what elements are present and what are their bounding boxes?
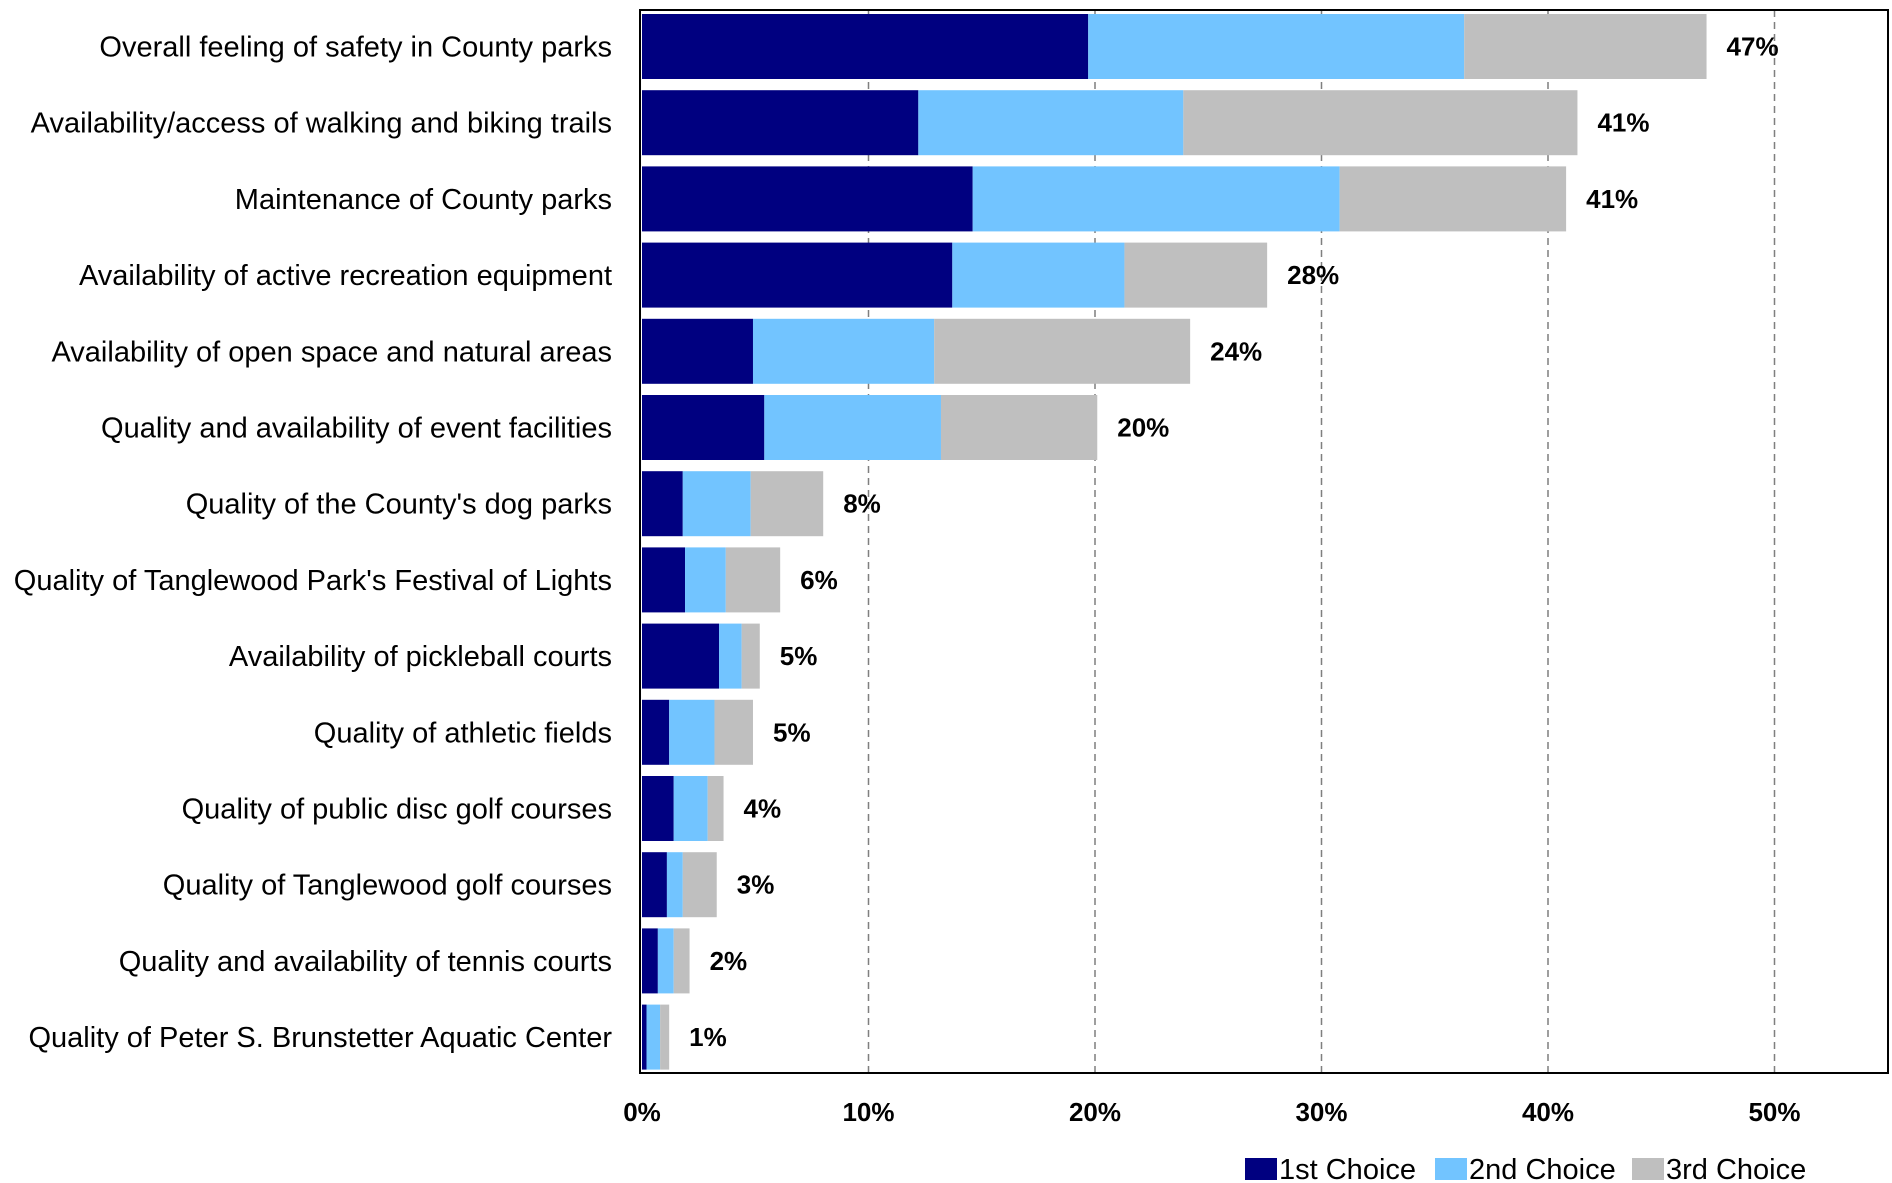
total-data-label: 28% <box>1287 260 1339 290</box>
bar-segment-2nd-choice <box>682 471 751 537</box>
bar-segment-1st-choice <box>642 242 953 308</box>
bar-segment-1st-choice <box>642 1004 647 1070</box>
bar-segment-3rd-choice <box>750 471 824 537</box>
bar-segment-1st-choice <box>642 547 686 613</box>
total-data-label: 6% <box>800 565 838 595</box>
x-axis-tick-labels: 0% 10% 20% 30% 40% 50% <box>623 1097 1800 1127</box>
total-data-label: 3% <box>737 870 775 900</box>
category-label: Quality of Peter S. Brunstetter Aquatic … <box>28 1022 612 1054</box>
bar-segment-3rd-choice <box>714 699 753 765</box>
category-label: Availability of pickleball courts <box>229 641 612 673</box>
total-data-label: 5% <box>773 717 811 747</box>
category-label: Quality of athletic fields <box>314 717 612 749</box>
bar-segment-1st-choice <box>642 852 667 918</box>
category-label: Quality of the County's dog parks <box>186 489 612 521</box>
bar-segment-2nd-choice <box>1088 14 1465 79</box>
category-label: Quality of public disc golf courses <box>182 794 612 826</box>
x-tick-label: 40% <box>1522 1097 1574 1127</box>
category-label: Maintenance of County parks <box>235 184 612 216</box>
bar-segment-3rd-choice <box>707 776 724 841</box>
bar-segment-2nd-choice <box>666 852 683 918</box>
bar-segment-1st-choice <box>642 90 919 156</box>
bar-segment-2nd-choice <box>752 318 935 384</box>
x-tick-label: 50% <box>1748 1097 1800 1127</box>
total-data-label: 47% <box>1727 32 1779 62</box>
bar-segment-1st-choice <box>642 776 674 841</box>
total-data-label: 1% <box>689 1022 727 1052</box>
total-data-label: 4% <box>744 794 782 824</box>
legend-label: 2nd Choice <box>1469 1154 1616 1183</box>
legend-swatch <box>1245 1158 1277 1180</box>
category-label: Quality and availability of event facili… <box>101 413 612 445</box>
bar-segment-3rd-choice <box>1183 90 1578 156</box>
legend: 1st Choice 2nd Choice 3rd Choice <box>1245 1154 1806 1183</box>
bar-segment-1st-choice <box>642 623 720 689</box>
total-labels: 47% 41% 41% 28% 24% 20% 8% 6% 5% 5% 4% 3% 2% 1% <box>689 32 1778 1053</box>
bar-segment-1st-choice <box>642 471 683 537</box>
total-data-label: 41% <box>1597 108 1649 138</box>
bar-segment-2nd-choice <box>764 395 941 460</box>
bar-segment-3rd-choice <box>673 928 690 994</box>
bar-segment-2nd-choice <box>719 623 742 689</box>
bar-segment-3rd-choice <box>1464 14 1707 79</box>
x-tick-label: 10% <box>842 1097 894 1127</box>
total-data-label: 2% <box>710 946 748 976</box>
bar-segment-1st-choice <box>642 395 765 460</box>
plot-frame <box>639 9 1889 1074</box>
bar-segment-2nd-choice <box>669 699 715 765</box>
category-labels: Overall feeling of safety in County park… <box>14 32 613 1055</box>
bar-segment-3rd-choice <box>682 852 717 918</box>
bar-segment-2nd-choice <box>657 928 674 994</box>
category-label: Availability of open space and natural a… <box>51 336 612 368</box>
category-label: Availability of active recreation equipm… <box>79 260 612 292</box>
legend-label: 3rd Choice <box>1666 1154 1806 1183</box>
category-label: Quality of Tanglewood Park's Festival of… <box>14 565 612 597</box>
bar-segment-3rd-choice <box>741 623 760 689</box>
bar-segment-1st-choice <box>642 318 753 384</box>
bar-segment-3rd-choice <box>1339 166 1567 232</box>
bar-segment-2nd-choice <box>685 547 726 613</box>
bar-segment-1st-choice <box>642 699 670 765</box>
bar-segment-2nd-choice <box>646 1004 661 1070</box>
x-tick-label: 0% <box>623 1097 661 1127</box>
legend-swatch <box>1632 1158 1664 1180</box>
bar-segment-3rd-choice <box>725 547 781 613</box>
x-tick-label: 30% <box>1295 1097 1347 1127</box>
legend-swatch <box>1435 1158 1467 1180</box>
bar-segment-1st-choice <box>642 14 1089 79</box>
bar-segment-1st-choice <box>642 928 658 994</box>
bar-segment-1st-choice <box>642 166 973 232</box>
bar-segment-3rd-choice <box>934 318 1191 384</box>
total-data-label: 5% <box>780 641 818 671</box>
total-data-label: 20% <box>1117 413 1169 443</box>
gridlines <box>867 10 1776 1073</box>
total-data-label: 24% <box>1210 336 1262 366</box>
total-data-label: 8% <box>843 489 881 519</box>
bar-segment-2nd-choice <box>952 242 1125 308</box>
category-label: Quality of Tanglewood golf courses <box>163 870 612 902</box>
x-tick-label: 20% <box>1069 1097 1121 1127</box>
bar-segment-3rd-choice <box>940 395 1098 460</box>
bar-segment-2nd-choice <box>918 90 1184 156</box>
bar-segment-2nd-choice <box>673 776 708 841</box>
bar-group <box>642 14 1707 1070</box>
bar-segment-2nd-choice <box>972 166 1340 232</box>
category-label: Availability/access of walking and bikin… <box>31 108 612 140</box>
legend-label: 1st Choice <box>1279 1154 1416 1183</box>
category-label: Quality and availability of tennis court… <box>119 946 612 978</box>
bar-segment-3rd-choice <box>1124 242 1268 308</box>
bar-segment-3rd-choice <box>660 1004 670 1070</box>
category-label: Overall feeling of safety in County park… <box>99 32 612 64</box>
total-data-label: 41% <box>1586 184 1638 214</box>
